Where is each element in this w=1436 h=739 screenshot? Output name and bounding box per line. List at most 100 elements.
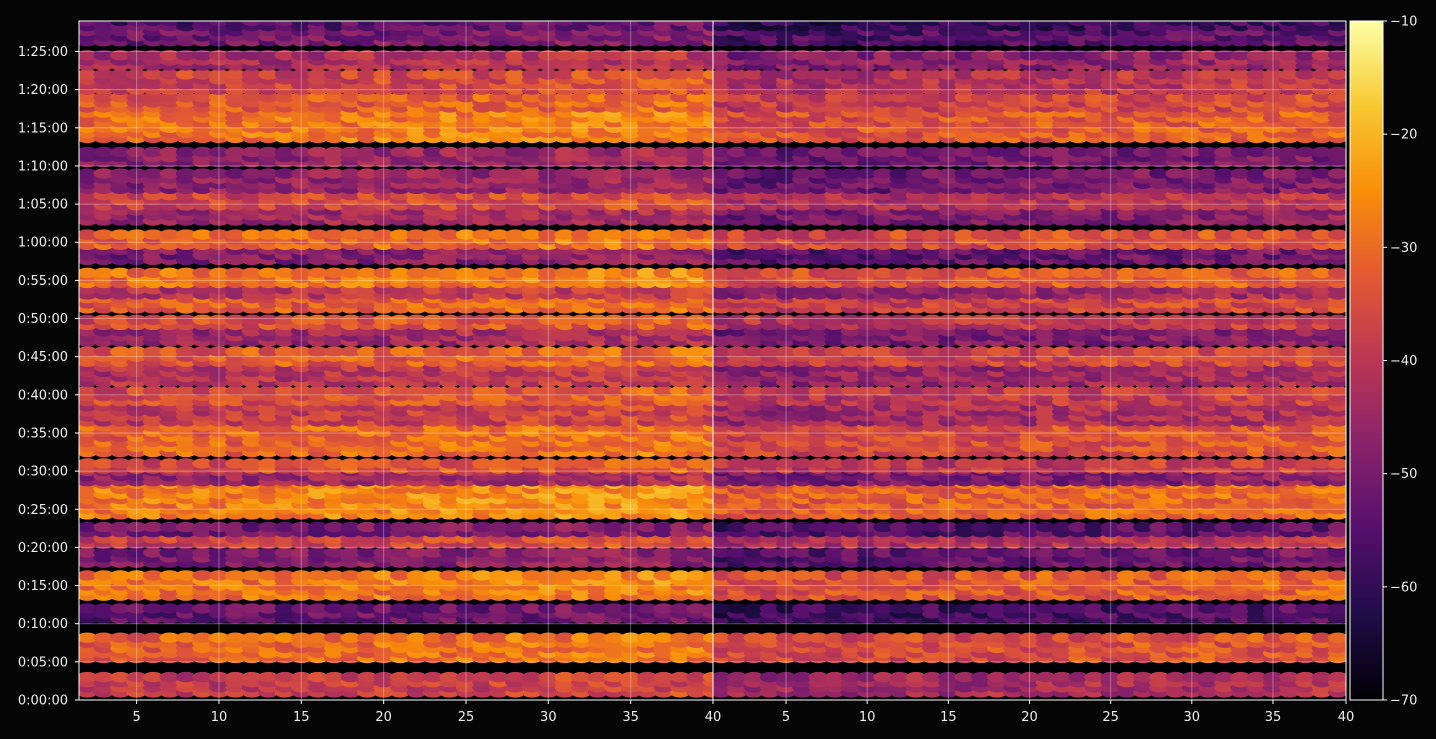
heatmap-cell <box>702 671 713 683</box>
heatmap-cell <box>505 671 526 683</box>
heatmap-cell <box>159 547 180 558</box>
heatmap-cell <box>373 603 394 614</box>
heatmap-cell <box>175 385 197 397</box>
heatmap-cell <box>521 603 543 614</box>
heatmap-cell <box>538 570 559 581</box>
heatmap-cell <box>521 570 543 581</box>
heatmap-cell <box>110 632 131 643</box>
heatmap-cell <box>79 671 98 683</box>
heatmap-cell <box>357 521 378 533</box>
heatmap-cell <box>79 570 98 581</box>
heatmap-cell <box>538 632 559 643</box>
heatmap-cell <box>274 632 295 643</box>
heatmap-cell <box>274 458 295 469</box>
heatmap-cell <box>505 521 526 533</box>
heatmap-cell <box>291 458 312 469</box>
heatmap-cell <box>79 521 98 533</box>
heatmap-cell <box>702 632 713 643</box>
heatmap-cell <box>521 458 543 469</box>
heatmap-cell <box>258 521 279 533</box>
heatmap-cell <box>422 547 444 558</box>
heatmap-cell <box>373 570 394 581</box>
heatmap-cell <box>472 671 493 683</box>
heatmap-cell <box>126 458 147 469</box>
heatmap-cell <box>702 547 713 558</box>
heatmap-cell <box>192 570 213 581</box>
heatmap-cell <box>142 547 164 558</box>
heatmap-cell <box>505 547 526 558</box>
heatmap-cell <box>422 458 444 469</box>
heatmap-cell <box>389 632 411 643</box>
heatmap-cell <box>389 603 411 614</box>
heatmap-cell <box>225 458 246 469</box>
heatmap-cell <box>488 671 510 683</box>
heatmap-cell <box>554 547 575 558</box>
heatmap-cell <box>307 603 328 614</box>
heatmap-cell <box>225 632 246 643</box>
heatmap-cell <box>357 632 378 643</box>
heatmap-cell <box>225 521 246 533</box>
heatmap-cell <box>686 632 707 643</box>
heatmap-cell <box>291 547 312 558</box>
heatmap-cell <box>636 671 658 683</box>
heatmap-cell <box>571 632 592 643</box>
heatmap-cell <box>110 458 131 469</box>
heatmap-cell <box>636 570 658 581</box>
heatmap-cell <box>241 521 263 533</box>
heatmap-cell <box>274 385 295 397</box>
heatmap-cell <box>192 521 213 533</box>
heatmap-cell <box>192 385 213 397</box>
heatmap-cell <box>192 458 213 469</box>
heatmap-cell <box>587 632 608 643</box>
heatmap-cell <box>439 521 460 533</box>
heatmap-cell <box>669 603 691 614</box>
heatmap-cell <box>472 521 493 533</box>
heatmap-cell <box>126 671 147 683</box>
heatmap-cell <box>291 603 312 614</box>
heatmap-cell <box>291 671 312 683</box>
heatmap-cell <box>1327 632 1346 643</box>
heatmap-cell <box>521 521 543 533</box>
heatmap-cell <box>241 547 263 558</box>
heatmap-cell <box>175 521 197 533</box>
heatmap-cell <box>340 521 361 533</box>
heatmap-cell <box>208 547 230 558</box>
heatmap-cell <box>406 385 427 397</box>
heatmap-cell <box>258 603 279 614</box>
heatmap-cell <box>307 671 328 683</box>
heatmap-cell <box>571 458 592 469</box>
heatmap-cell <box>439 385 460 397</box>
heatmap-cell <box>653 547 674 558</box>
heatmap-cell <box>686 521 707 533</box>
heatmap-cell <box>324 632 345 643</box>
heatmap-cell <box>357 458 378 469</box>
heatmap-cell <box>324 458 345 469</box>
heatmap-cell <box>455 458 477 469</box>
heatmap-cell <box>324 671 345 683</box>
heatmap-cell <box>307 458 328 469</box>
heatmap-cell <box>505 458 526 469</box>
heatmap-cell <box>554 570 575 581</box>
heatmap-cell <box>159 521 180 533</box>
heatmap-cell <box>604 458 625 469</box>
heatmap-cell <box>653 385 674 397</box>
heatmap-cell <box>357 570 378 581</box>
heatmap-cell <box>93 603 114 614</box>
heatmap-cell <box>455 521 477 533</box>
heatmap-cell <box>175 603 197 614</box>
heatmap-cell <box>472 570 493 581</box>
heatmap-cell <box>636 632 658 643</box>
heatmap-cell <box>604 671 625 683</box>
heatmap-cell <box>357 547 378 558</box>
heatmap-cell <box>357 671 378 683</box>
heatmap-cell <box>225 603 246 614</box>
heatmap-cell <box>373 671 394 683</box>
heatmap-cell <box>1327 603 1346 614</box>
heatmap-cell <box>488 570 510 581</box>
heatmap-panel-right <box>713 21 1346 700</box>
heatmap-cell <box>307 547 328 558</box>
heatmap-cell <box>653 570 674 581</box>
heatmap-cell <box>406 458 427 469</box>
heatmap-cell <box>455 671 477 683</box>
heatmap-cell <box>554 671 575 683</box>
